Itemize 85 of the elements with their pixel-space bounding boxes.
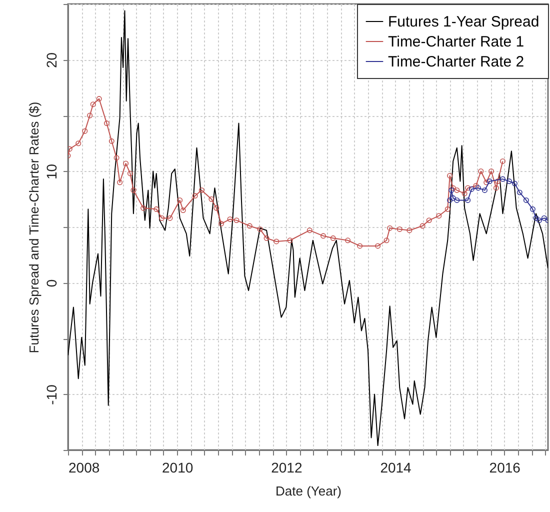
point: [512, 180, 518, 186]
y-tick-label: -10: [44, 384, 60, 405]
line-series: [68, 10, 548, 446]
point: [180, 208, 186, 214]
point: [264, 235, 270, 241]
point: [484, 180, 490, 186]
point: [465, 185, 471, 191]
point: [533, 215, 539, 221]
point: [108, 138, 114, 144]
point: [114, 155, 120, 161]
x-tick-label: 2016: [489, 460, 521, 476]
x-tick-label: 2014: [380, 460, 412, 476]
legend-label: Time-Charter Rate 1: [388, 34, 524, 50]
point: [127, 170, 133, 176]
point: [90, 102, 96, 108]
point: [482, 187, 488, 193]
point: [447, 172, 453, 178]
point: [500, 176, 506, 182]
y-axis-title: Futures Spread and Time-Charter Rates ($): [26, 102, 42, 354]
point: [406, 228, 412, 234]
y-tick-label: 0: [44, 279, 60, 288]
point: [68, 146, 72, 152]
point: [130, 187, 136, 193]
point: [495, 178, 501, 184]
point: [506, 178, 512, 184]
point: [117, 180, 123, 186]
point: [257, 226, 263, 232]
point: [493, 185, 499, 191]
point: [523, 198, 529, 203]
y-tick-label: 20: [44, 52, 60, 68]
point: [76, 140, 82, 146]
point: [516, 190, 522, 196]
point: [320, 233, 326, 239]
point: [123, 160, 129, 166]
point: [473, 183, 479, 188]
point: [536, 218, 542, 224]
point: [387, 225, 393, 231]
point: [159, 215, 165, 221]
point: [465, 198, 471, 203]
legend-label: Time-Charter Rate 2: [388, 54, 524, 70]
point: [167, 215, 173, 221]
point: [426, 218, 432, 224]
point: [396, 226, 402, 232]
point: [87, 112, 93, 118]
point: [154, 206, 160, 212]
point: [462, 190, 468, 196]
point: [444, 206, 450, 212]
point: [478, 168, 484, 174]
point: [227, 216, 233, 222]
point: [96, 96, 102, 102]
point: [357, 243, 363, 249]
point: [234, 218, 240, 224]
point: [218, 220, 224, 226]
point: [140, 205, 146, 211]
point: [454, 198, 460, 203]
point: [420, 223, 426, 229]
point: [488, 168, 494, 174]
point: [246, 223, 252, 229]
point: [192, 193, 198, 199]
point: [82, 128, 88, 134]
x-tick-label: 2008: [68, 460, 100, 476]
point: [198, 187, 204, 193]
point: [214, 205, 220, 211]
point: [208, 196, 214, 202]
point: [468, 186, 474, 192]
point: [530, 206, 536, 212]
point: [330, 235, 336, 241]
y-tick-label: 10: [44, 164, 60, 180]
point: [345, 238, 351, 244]
point: [450, 195, 456, 201]
point: [274, 238, 280, 244]
point: [436, 213, 442, 219]
x-tick-label: 2012: [271, 460, 302, 476]
point: [475, 185, 481, 191]
point: [287, 238, 293, 244]
x-tick-label: 2010: [162, 460, 194, 476]
point: [384, 238, 390, 244]
point: [104, 120, 110, 126]
point: [375, 243, 381, 249]
point: [306, 228, 312, 234]
point: [486, 178, 492, 184]
point: [454, 187, 460, 193]
point: [177, 198, 183, 203]
x-axis-title: Date (Year): [276, 484, 342, 498]
legend-label: Futures 1-Year Spread: [388, 14, 540, 30]
